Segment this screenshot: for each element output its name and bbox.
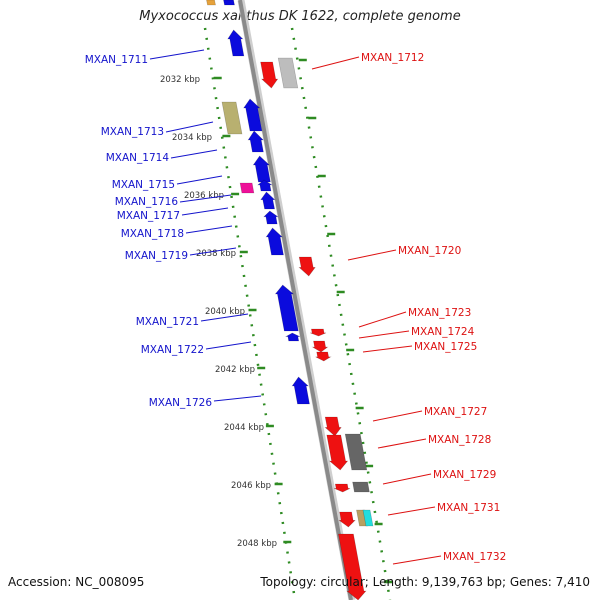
label-mxan-1712-leader <box>311 56 360 70</box>
genome-summary: Topology: circular; Length: 9,139,763 bp… <box>260 575 590 589</box>
label-mxan-1729-leader <box>382 473 432 485</box>
gene-partial-top[interactable] <box>223 0 235 6</box>
gene-mxan-1714[interactable] <box>247 130 264 153</box>
gene-mxan-1716[interactable] <box>257 179 273 192</box>
gene-mxan-1720[interactable] <box>298 256 316 277</box>
label-mxan-1724-leader <box>358 330 410 339</box>
label-mxan-1729[interactable]: MXAN_1729 <box>433 469 496 481</box>
label-mxan-1732[interactable]: MXAN_1732 <box>443 551 506 563</box>
right-scale-track <box>290 27 392 600</box>
gene-gray-block[interactable] <box>277 57 299 89</box>
label-mxan-1712[interactable]: MXAN_1712 <box>361 52 424 64</box>
label-mxan-1727[interactable]: MXAN_1727 <box>424 406 487 418</box>
gene-mxan-1718[interactable] <box>263 210 279 225</box>
gene-mxan-1726[interactable] <box>291 376 310 405</box>
gene-partial-top[interactable] <box>206 0 216 6</box>
gene-mxan-1727[interactable] <box>324 416 342 437</box>
label-mxan-1721[interactable]: MXAN_1721 <box>136 316 199 328</box>
label-mxan-1723[interactable]: MXAN_1723 <box>408 307 471 319</box>
label-mxan-1714[interactable]: MXAN_1714 <box>106 152 170 164</box>
gene-mxan-1713[interactable] <box>243 98 263 132</box>
gene-mxan-1731[interactable] <box>338 511 356 528</box>
label-mxan-1717[interactable]: MXAN_1717 <box>117 210 180 222</box>
label-mxan-1714-leader <box>170 149 218 159</box>
label-mxan-1715-leader <box>176 175 223 185</box>
label-mxan-1721-leader <box>200 313 249 322</box>
gene-pink-block[interactable] <box>239 182 255 194</box>
scale-tick-label: 2036 kbp <box>184 191 224 201</box>
gene-mxan-1732[interactable] <box>338 533 367 600</box>
gene-mxan-1719[interactable] <box>265 227 284 256</box>
gene-mxan-1728[interactable] <box>326 434 349 471</box>
label-mxan-1718-leader <box>185 225 233 234</box>
label-mxan-1718[interactable]: MXAN_1718 <box>121 228 184 240</box>
label-mxan-1711[interactable]: MXAN_1711 <box>85 54 148 66</box>
label-mxan-1720-leader <box>347 249 397 261</box>
label-mxan-1725-leader <box>362 345 413 353</box>
label-mxan-1715[interactable]: MXAN_1715 <box>112 179 175 191</box>
label-mxan-1713[interactable]: MXAN_1713 <box>101 126 164 138</box>
label-mxan-1722-leader <box>205 341 252 350</box>
label-mxan-1717-leader <box>181 207 229 216</box>
accession-label: Accession: NC_008095 <box>8 575 145 589</box>
gene-mxan-1717[interactable] <box>260 191 276 210</box>
label-mxan-1732-leader <box>392 555 442 565</box>
scale-tick-label: 2040 kbp <box>205 307 245 317</box>
label-mxan-1731-leader <box>387 506 436 516</box>
gene-mxan-1722[interactable] <box>284 332 301 342</box>
gene-mxan-1729[interactable] <box>333 483 351 493</box>
scale-tick-label: 2038 kbp <box>196 249 236 259</box>
label-mxan-1726-leader <box>213 395 262 402</box>
scale-tick-label: 2044 kbp <box>224 423 264 433</box>
label-mxan-1725[interactable]: MXAN_1725 <box>414 341 477 353</box>
label-mxan-1719[interactable]: MXAN_1719 <box>125 250 188 262</box>
genome-backbone <box>238 0 353 600</box>
gene-mxan-1725[interactable] <box>315 351 332 362</box>
gene-cyan-block[interactable] <box>362 509 374 527</box>
gene-dark-block[interactable] <box>352 481 370 493</box>
label-mxan-1723-leader <box>358 311 407 328</box>
label-mxan-1720[interactable]: MXAN_1720 <box>398 245 461 257</box>
label-mxan-1728-leader <box>377 438 427 449</box>
map-title: Myxococcus xanthus DK 1622, complete gen… <box>139 9 461 24</box>
gene-mxan-1712[interactable] <box>260 61 279 89</box>
gene-mxan-1723[interactable] <box>309 328 327 337</box>
gene-mxan-1724[interactable] <box>311 340 329 353</box>
scale-tick-label: 2034 kbp <box>172 133 212 143</box>
label-mxan-1716-leader <box>179 194 232 203</box>
gene-mxan-1721[interactable] <box>274 284 299 332</box>
label-mxan-1719-leader <box>189 247 237 256</box>
label-mxan-1726[interactable]: MXAN_1726 <box>149 397 213 409</box>
label-mxan-1731[interactable]: MXAN_1731 <box>437 502 500 514</box>
scale-tick-label: 2048 kbp <box>237 539 277 549</box>
label-mxan-1728[interactable]: MXAN_1728 <box>428 434 491 446</box>
gene-dark-block[interactable] <box>344 433 368 471</box>
label-mxan-1727-leader <box>372 410 423 422</box>
gene-mxan-1711[interactable] <box>227 29 245 57</box>
label-mxan-1724[interactable]: MXAN_1724 <box>411 326 475 338</box>
scale-tick-label: 2046 kbp <box>231 481 271 491</box>
label-mxan-1713-leader <box>165 121 214 133</box>
scale-tick-label: 2032 kbp <box>160 75 200 85</box>
gene-olive-block[interactable] <box>221 101 243 135</box>
scale-tick-label: 2042 kbp <box>215 365 255 375</box>
label-mxan-1722[interactable]: MXAN_1722 <box>141 344 204 356</box>
label-mxan-1716[interactable]: MXAN_1716 <box>115 196 179 208</box>
label-mxan-1711-leader <box>149 49 205 60</box>
